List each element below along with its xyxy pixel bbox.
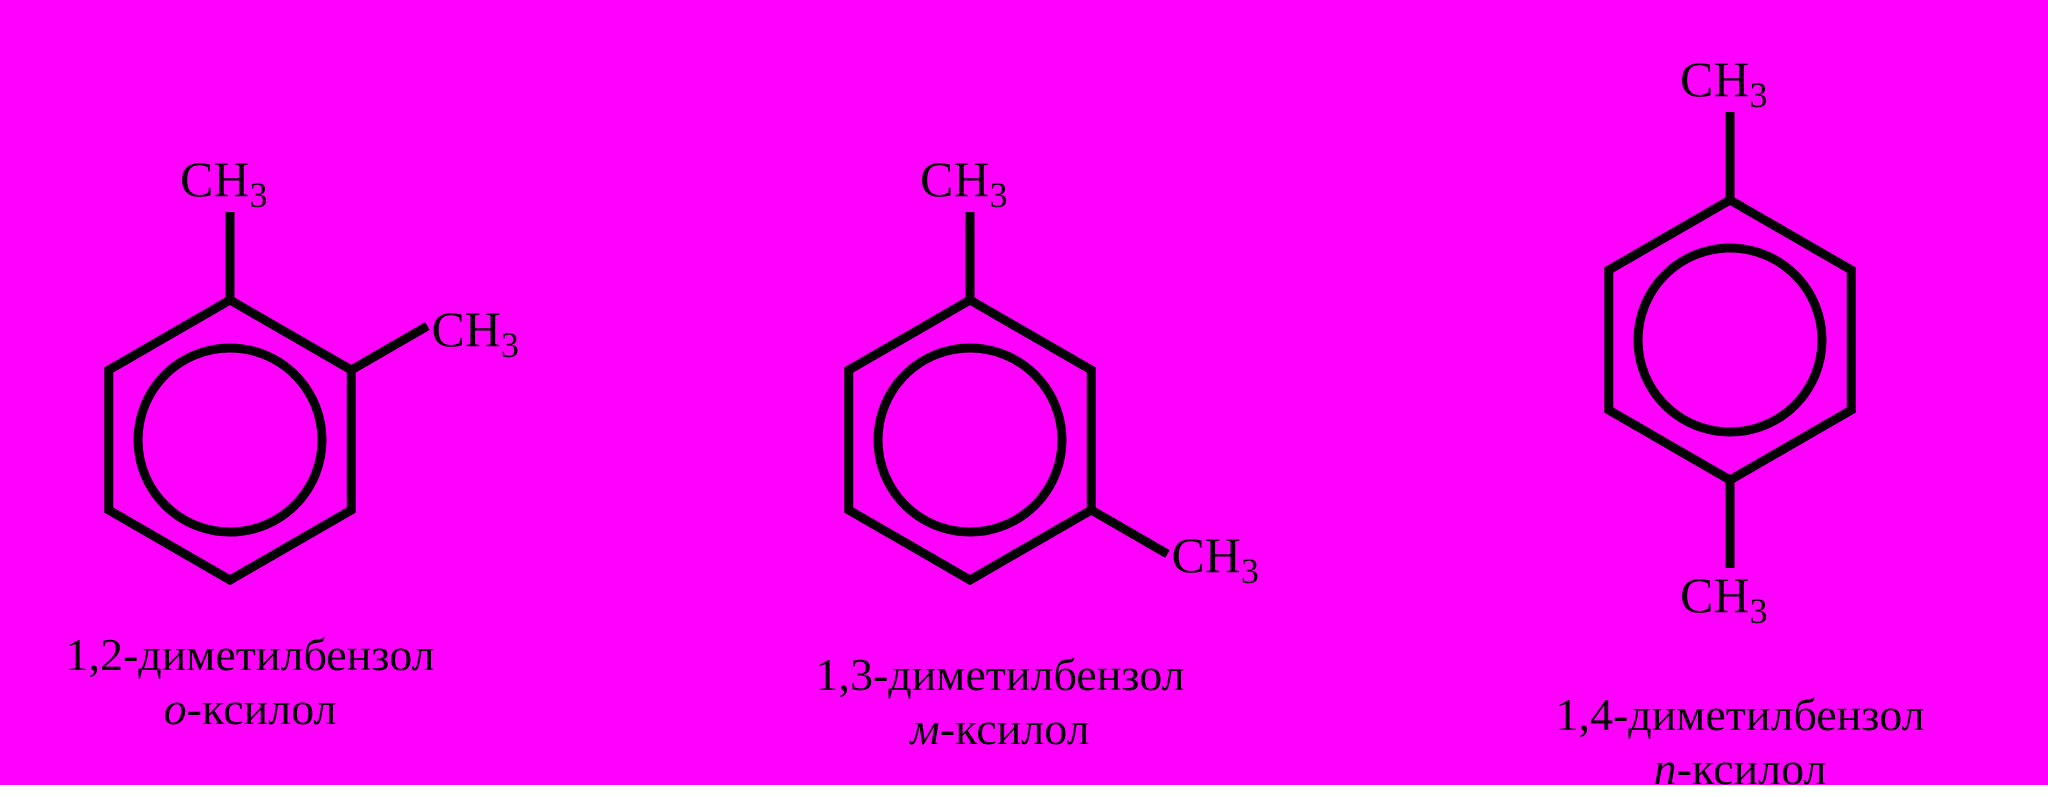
p-xylene-methyl-1-label: CH3 bbox=[1680, 50, 1767, 116]
o-xylene-caption: 1,2-диметилбензоло-ксилол bbox=[65, 628, 434, 737]
xylene-isomers-diagram: CH3CH31,2-диметилбензоло-ксилолCH3CH31,3… bbox=[0, 0, 2048, 785]
m-xylene-methyl-2-label: CH3 bbox=[1171, 526, 1258, 592]
p-xylene-iupac-name: 1,4-диметилбензол bbox=[1555, 688, 1924, 742]
m-xylene-iupac-name: 1,3-диметилбензол bbox=[815, 648, 1184, 702]
m-xylene-caption: 1,3-диметилбензолм-ксилол bbox=[815, 648, 1184, 757]
m-xylene-trivial-suffix: -ксилол bbox=[940, 703, 1090, 754]
o-xylene-methyl-2-label: CH3 bbox=[431, 300, 518, 366]
o-xylene-svg: CH3CH3 bbox=[20, 110, 480, 620]
o-xylene-structure: CH3CH31,2-диметилбензоло-ксилол bbox=[20, 110, 480, 737]
p-xylene-isomer-prefix: n bbox=[1654, 743, 1677, 794]
o-xylene-methyl-1-label: CH3 bbox=[180, 150, 267, 216]
o-xylene-iupac-name: 1,2-диметилбензол bbox=[65, 628, 434, 682]
p-xylene-structure: CH3 CH3 1,4-диметилбензолn-ксилол bbox=[1480, 0, 2000, 797]
p-xylene-methyl-2-label: CH3 bbox=[1680, 566, 1767, 632]
p-xylene-svg: CH3 CH3 bbox=[1480, 0, 2000, 680]
m-xylene-trivial-name: м-ксилол bbox=[815, 702, 1184, 756]
o-xylene-trivial-suffix: -ксилол bbox=[187, 683, 337, 734]
o-xylene-isomer-prefix: о bbox=[164, 683, 187, 734]
p-xylene-caption: 1,4-диметилбензолn-ксилол bbox=[1555, 688, 1924, 797]
m-xylene-structure: CH3 CH3 1,3-диметилбензолм-ксилол bbox=[740, 110, 1260, 757]
m-xylene-isomer-prefix: м bbox=[910, 703, 939, 754]
o-xylene-trivial-name: о-ксилол bbox=[65, 682, 434, 736]
m-xylene-methyl-1-label: CH3 bbox=[920, 150, 1007, 216]
p-xylene-trivial-name: n-ксилол bbox=[1555, 742, 1924, 796]
p-xylene-trivial-suffix: -ксилол bbox=[1677, 743, 1827, 794]
m-xylene-svg: CH3 CH3 bbox=[740, 110, 1260, 640]
